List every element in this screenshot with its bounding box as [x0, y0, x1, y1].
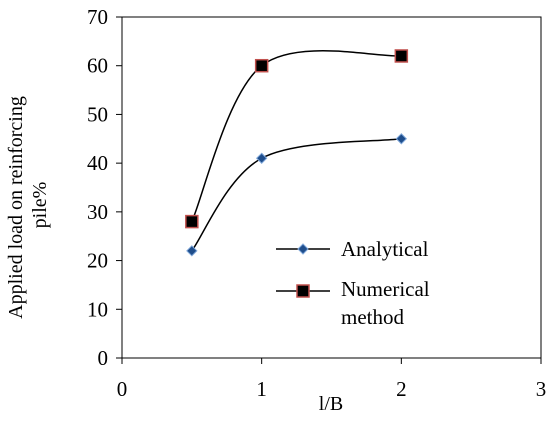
x-tick-label: 3: [536, 377, 547, 401]
data-point-square: [185, 214, 199, 229]
legend-label-analytical: Analytical: [341, 237, 429, 261]
x-tick-label: 2: [396, 377, 407, 401]
y-tick-label: 30: [87, 200, 108, 224]
y-axis-title-line-1: Applied load on reinforcing: [5, 96, 27, 319]
y-tick-label: 40: [87, 151, 108, 175]
y-tick-label: 70: [87, 5, 108, 29]
series-markers: [185, 49, 409, 257]
plot-border: [121, 16, 542, 359]
legend-label-numerical-line-2: method: [341, 305, 404, 329]
data-point-diamond: [186, 245, 198, 257]
legend-label-numerical: Numerical method: [341, 277, 435, 329]
data-point-square: [394, 49, 409, 63]
x-tick-label: 1: [256, 377, 267, 401]
y-axis-ticks: 0 10 20 30 40 50 60 70: [87, 5, 122, 370]
x-axis-title: l/B: [319, 393, 343, 415]
y-axis-title-line-2: pile%: [29, 182, 51, 229]
y-tick-label: 20: [87, 249, 108, 273]
y-tick-label: 10: [87, 297, 108, 321]
legend: Analytical Numerical method: [276, 237, 435, 329]
data-point-diamond: [395, 133, 408, 145]
x-axis-ticks: 0 1 2 3: [117, 358, 547, 401]
y-tick-label: 50: [87, 102, 108, 126]
plot-area: [121, 16, 542, 359]
y-tick-label: 0: [98, 346, 109, 370]
legend-marker-numerical: [296, 284, 310, 298]
legend-label-numerical-line-1: Numerical: [341, 277, 430, 301]
x-tick-label: 0: [117, 377, 128, 401]
data-point-diamond: [255, 152, 268, 164]
y-axis-title: Applied load on reinforcing pile%: [5, 91, 51, 319]
legend-marker-analytical: [297, 243, 309, 255]
y-tick-label: 60: [87, 54, 108, 78]
data-point-square: [254, 58, 269, 73]
